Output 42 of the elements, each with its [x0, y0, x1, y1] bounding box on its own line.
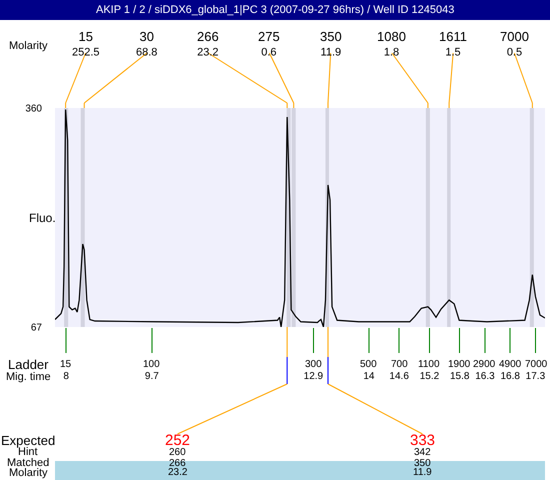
- y-axis-title: Fluo.: [29, 211, 56, 225]
- text: Ladder: [8, 357, 50, 372]
- text: 2900: [473, 359, 496, 370]
- x-tick-label: 16.8: [500, 371, 520, 382]
- annotation: 1611 1.5: [439, 29, 467, 58]
- annotation: 275 0.6: [258, 29, 280, 58]
- text: Matched: [7, 457, 50, 469]
- text: Molarity: [9, 40, 48, 52]
- x-tick-label: 16.3: [475, 371, 496, 382]
- annotation: 333 342 350 11.9: [410, 432, 436, 478]
- text: 1900: [448, 359, 471, 370]
- chart-title: AKIP 1 / 2 / siDDX6_global_1|PC 3 (2007-09-27 96hrs) / Well ID 1245043: [96, 4, 454, 16]
- annotation: 1080 1.8: [377, 29, 406, 58]
- text: 4900: [499, 359, 522, 370]
- line-series: [55, 108, 545, 327]
- x-tick-label: 14: [363, 371, 375, 382]
- text: 100: [143, 359, 160, 370]
- text: 1100: [418, 359, 440, 370]
- annotation: 350 11.9: [320, 29, 342, 58]
- text: 15: [60, 359, 72, 370]
- annotation: 15 252.5: [72, 29, 100, 58]
- annotation: 266 23.2: [197, 29, 219, 58]
- annotation: 7000 0.5: [500, 29, 529, 58]
- text: Expected: [1, 433, 56, 448]
- text: Hint: [18, 446, 38, 458]
- x-tick-label: 14.6: [389, 371, 410, 382]
- y-tick-label: 360: [25, 104, 42, 114]
- text: Molarity: [9, 467, 48, 479]
- x-tick-label: 8: [63, 371, 70, 382]
- x-tick-label: 15.2: [420, 371, 440, 382]
- text: 500: [360, 359, 378, 370]
- text: 7000: [525, 359, 548, 370]
- text: Mig. time: [6, 371, 51, 383]
- y-tick-label: 67: [30, 322, 42, 334]
- annotation: 252 260 266 23.2: [165, 432, 190, 478]
- x-tick-label: 15.8: [450, 371, 470, 382]
- text: 700: [391, 359, 408, 370]
- x-tick-label: 17.3: [526, 371, 546, 382]
- annotation: 30 68.8: [136, 29, 158, 58]
- x-tick-label: 9.7: [144, 371, 160, 382]
- text: 300: [305, 359, 322, 370]
- x-tick-label: 12.9: [304, 371, 324, 382]
